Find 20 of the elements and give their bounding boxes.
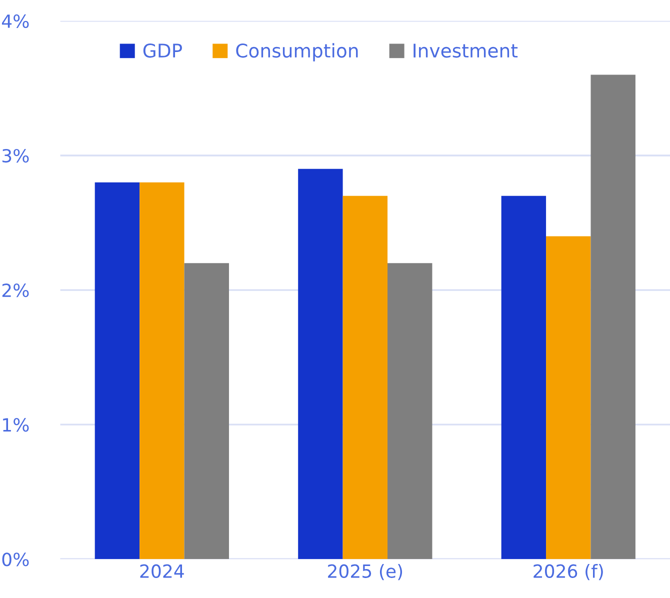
bar	[342, 196, 388, 560]
bar	[590, 74, 636, 560]
y-tick-label: 2%	[2, 283, 29, 298]
legend-label: Consumption	[236, 43, 358, 62]
bar	[501, 196, 546, 560]
legend-label: Investment	[414, 44, 518, 58]
bar	[546, 236, 591, 560]
bar	[298, 168, 343, 560]
bar	[140, 182, 184, 560]
y-tick-label: 3%	[2, 148, 29, 163]
x-tick-label: 2026 (f)	[534, 564, 603, 580]
bar	[184, 263, 229, 560]
bar	[94, 182, 140, 560]
y-tick-label: 1%	[3, 418, 29, 432]
x-tick-label: 2024	[140, 564, 184, 578]
y-tick-label: 4%	[2, 14, 29, 28]
x-tick-label: 2025 (e)	[328, 564, 402, 580]
y-tick-label: 0%	[2, 552, 29, 566]
bar	[388, 263, 432, 560]
legend-label: GDP	[143, 44, 182, 58]
